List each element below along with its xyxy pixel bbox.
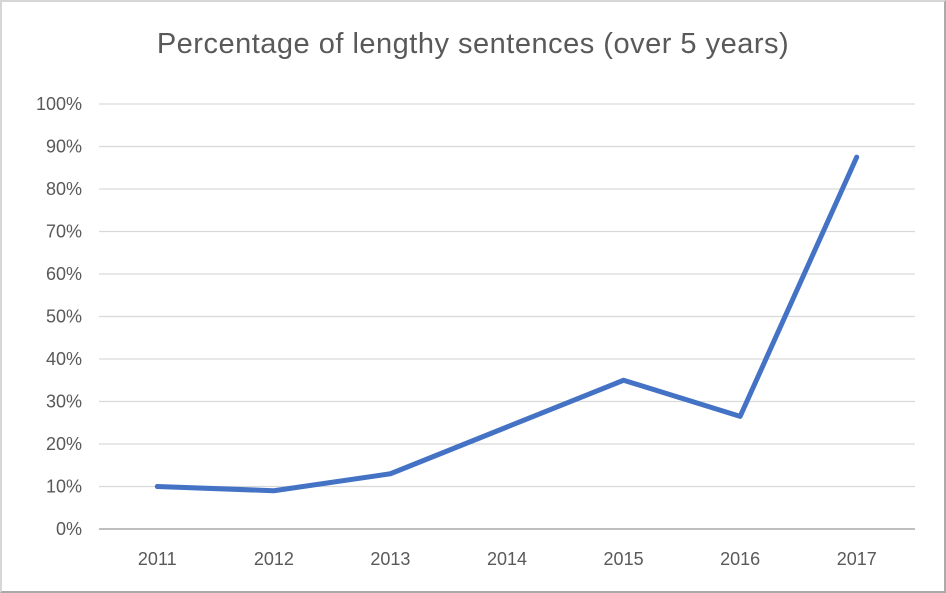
x-axis-tick-label: 2015 (604, 549, 644, 569)
y-axis-tick-label: 40% (46, 349, 82, 369)
y-axis-tick-label: 90% (46, 137, 82, 157)
chart-title: Percentage of lengthy sentences (over 5 … (156, 28, 790, 60)
y-axis-tick-label: 80% (46, 179, 82, 199)
y-axis-tick-label: 100% (36, 94, 82, 114)
y-axis-tick-label: 10% (46, 477, 82, 497)
y-axis-tick-label: 30% (46, 392, 82, 412)
data-line-series (154, 154, 860, 494)
x-axis-tick-label: 2017 (837, 549, 877, 569)
y-axis-tick-label: 60% (46, 264, 82, 284)
y-axis-tick-label: 70% (46, 222, 82, 242)
y-axis-tick-label: 50% (46, 307, 82, 327)
x-axis-tick-label: 2014 (487, 549, 527, 569)
x-axis-tick-label: 2012 (254, 549, 294, 569)
y-axis-tick-label: 20% (46, 434, 82, 454)
x-axis-tick-label: 2013 (370, 549, 410, 569)
x-axis-tick-label: 2011 (138, 549, 177, 569)
x-axis-tick-label: 2016 (720, 549, 760, 569)
y-axis-tick-label: 0% (56, 519, 82, 539)
